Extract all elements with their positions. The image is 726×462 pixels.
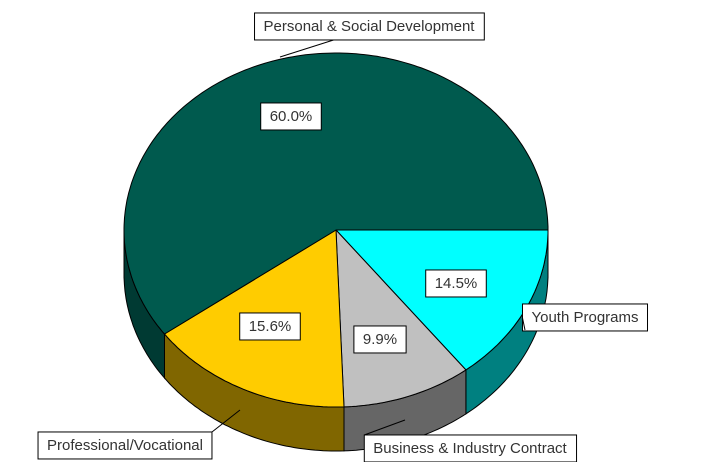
- data-label: 14.5%: [435, 275, 478, 292]
- data-label-box: [425, 269, 487, 298]
- leader-line: [522, 317, 526, 331]
- data-label-group: 14.5%: [425, 269, 487, 298]
- leader-line: [279, 39, 334, 58]
- category-label-group: Professional/Vocational: [37, 431, 213, 460]
- category-label-box: [521, 303, 649, 332]
- data-label-group: 9.9%: [353, 325, 407, 354]
- category-label-group: Youth Programs: [521, 303, 649, 332]
- category-label: Personal & Social Development: [264, 18, 476, 35]
- category-label-group: Business & Industry Contract: [363, 434, 578, 462]
- data-label-group: 60.0%: [260, 102, 322, 131]
- leader-line: [364, 419, 406, 436]
- data-label: 15.6%: [249, 318, 292, 335]
- slice: [123, 52, 549, 335]
- leader-line: [211, 409, 241, 433]
- data-label-box: [353, 325, 407, 354]
- category-label: Youth Programs: [531, 309, 638, 326]
- category-label-box: [37, 431, 213, 460]
- data-label-box: [239, 312, 301, 341]
- data-label-group: 15.6%: [239, 312, 301, 341]
- data-label: 9.9%: [363, 331, 397, 348]
- slice: [335, 228, 467, 408]
- category-label-group: Personal & Social Development: [254, 12, 485, 41]
- category-label-box: [363, 434, 578, 462]
- category-label: Professional/Vocational: [47, 437, 203, 454]
- category-label-box: [254, 12, 485, 41]
- data-label-box: [260, 102, 322, 131]
- data-label: 60.0%: [270, 108, 313, 125]
- category-label: Business & Industry Contract: [373, 440, 567, 457]
